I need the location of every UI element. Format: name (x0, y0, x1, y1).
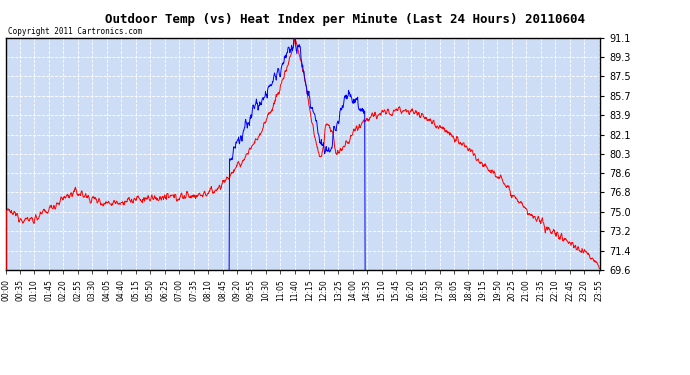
Text: Outdoor Temp (vs) Heat Index per Minute (Last 24 Hours) 20110604: Outdoor Temp (vs) Heat Index per Minute … (105, 13, 585, 26)
Text: Copyright 2011 Cartronics.com: Copyright 2011 Cartronics.com (8, 27, 143, 36)
